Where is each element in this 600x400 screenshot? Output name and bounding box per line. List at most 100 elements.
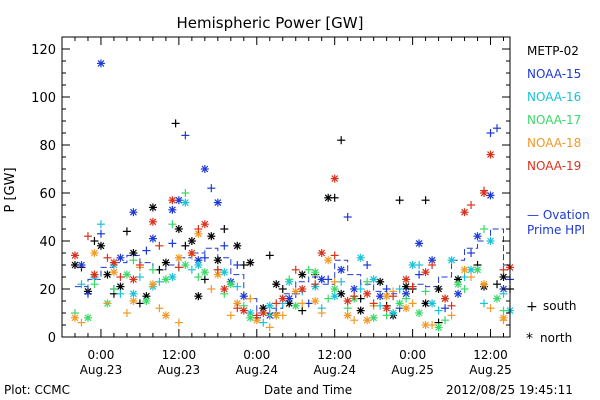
marker-south [220, 241, 229, 250]
marker-south [317, 309, 326, 317]
marker-north [330, 292, 339, 301]
y-tick-label: 120 [31, 43, 56, 58]
marker-north [122, 270, 131, 279]
marker-south [363, 261, 372, 269]
marker-south [350, 292, 359, 301]
marker-north [363, 316, 372, 325]
marker-south [155, 304, 164, 313]
marker-north [246, 258, 255, 267]
marker-north [291, 287, 300, 296]
marker-north [317, 249, 326, 257]
marker-north [343, 297, 352, 305]
marker-north [454, 280, 463, 289]
marker-south [142, 246, 151, 255]
marker-south [174, 318, 183, 327]
marker-north [109, 268, 118, 277]
marker-north [213, 256, 222, 265]
marker-south [330, 251, 339, 260]
marker-north [369, 275, 378, 284]
marker-south [447, 301, 456, 310]
marker-south [441, 304, 450, 313]
marker-north [233, 241, 242, 250]
marker-south [447, 311, 456, 320]
marker-north [168, 196, 177, 205]
marker-north [239, 292, 248, 301]
marker-north [434, 323, 443, 332]
marker-south [194, 273, 203, 281]
marker-north [486, 237, 495, 245]
marker-north [70, 251, 79, 260]
marker-south [109, 285, 118, 293]
marker-north [70, 313, 79, 322]
marker-north [90, 270, 99, 279]
marker-north [311, 297, 320, 305]
marker-south [343, 213, 352, 221]
footer-plot-source: Plot: CCMC [4, 383, 70, 397]
marker-north [389, 309, 398, 317]
marker-north [447, 256, 456, 265]
ovation-label-line2: Prime HPI [527, 223, 585, 237]
marker-south [480, 225, 489, 233]
y-axis-label: P [GW] [3, 167, 18, 212]
marker-south [252, 311, 261, 320]
marker-south [129, 256, 138, 265]
marker-north [291, 301, 300, 310]
marker-south [259, 318, 268, 327]
marker-north [317, 275, 326, 284]
marker-north [480, 280, 489, 289]
marker-south [298, 306, 307, 315]
marker-south [363, 277, 372, 286]
marker-south [350, 316, 359, 325]
marker-south [233, 261, 242, 269]
marker-north [272, 280, 281, 289]
marker-south [486, 304, 495, 313]
legend-metp-02: METP-02 [527, 44, 579, 58]
marker-north [473, 232, 482, 241]
marker-south [460, 285, 469, 293]
marker-north [129, 249, 138, 257]
marker-north [174, 253, 183, 262]
x-tick-label-time: 0:00 [399, 348, 426, 362]
marker-north [337, 289, 346, 298]
marker-north [402, 275, 411, 284]
marker-south [434, 306, 443, 315]
x-tick-label-time: 12:00 [473, 348, 508, 362]
marker-north [213, 198, 222, 207]
marker-north [142, 297, 151, 305]
marker-south [148, 265, 157, 274]
marker-north [486, 191, 495, 200]
marker-south [304, 265, 313, 274]
marker-north [83, 313, 92, 322]
marker-north [129, 208, 138, 217]
marker-north [90, 249, 99, 257]
plot-frame [61, 36, 511, 338]
marker-north [246, 313, 255, 322]
x-tick-label-date: Aug.23 [80, 363, 123, 377]
marker-north [200, 220, 209, 229]
marker-north [70, 261, 79, 269]
marker-south [96, 229, 105, 238]
marker-north [421, 268, 430, 277]
legend-noaa-18: NOAA-18 [527, 136, 581, 150]
marker-north [460, 265, 469, 274]
marker-south [467, 201, 476, 209]
ovation-hpi-line [74, 212, 511, 314]
marker-south [90, 280, 99, 289]
legend-north-symbol: * [526, 331, 533, 347]
marker-south [441, 316, 450, 325]
marker-south [168, 239, 177, 248]
x-axis-label: Date and Time [264, 383, 352, 397]
x-tick-label-date: Aug.25 [391, 363, 434, 377]
marker-north [343, 311, 352, 320]
marker-north [129, 275, 138, 284]
marker-north [499, 313, 508, 322]
marker-north [467, 265, 476, 274]
marker-north [395, 299, 404, 308]
marker-south [395, 285, 404, 293]
marker-south [298, 299, 307, 308]
marker-north [226, 280, 235, 289]
marker-south [200, 275, 209, 284]
x-tick-label-date: Aug.24 [236, 363, 279, 377]
marker-north [454, 289, 463, 298]
marker-north [324, 256, 333, 265]
